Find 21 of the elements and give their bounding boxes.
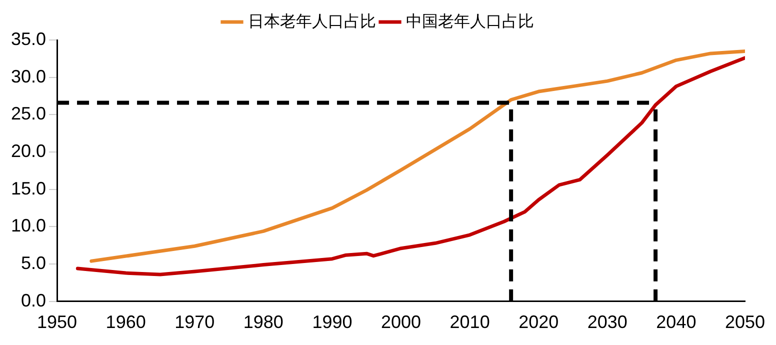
y-tick-label: 35.0	[10, 28, 46, 49]
x-tick-label: 2010	[450, 312, 490, 332]
y-tick-label: 15.0	[10, 178, 46, 198]
x-tick-label: 1990	[312, 312, 352, 332]
y-tick-label: 25.0	[10, 104, 46, 124]
x-tick-label: 2050	[724, 312, 765, 332]
legend-label: 中国老年人口占比	[406, 12, 534, 30]
y-tick-label: 5.0	[21, 253, 46, 274]
y-tick-label: 0.0	[21, 290, 46, 310]
x-tick-label: 2040	[656, 312, 696, 332]
legend-label: 日本老年人口占比	[248, 12, 376, 30]
y-tick-label: 10.0	[10, 216, 46, 236]
x-tick-label: 2000	[380, 312, 422, 332]
y-tick-label: 30.0	[10, 66, 46, 86]
x-tick-label: 2030	[587, 312, 628, 332]
x-tick-label: 1950	[37, 312, 78, 332]
y-tick-label: 20.0	[10, 140, 46, 161]
x-tick-label: 1980	[243, 312, 284, 332]
x-tick-label: 1970	[174, 312, 215, 332]
x-tick-label: 2020	[518, 312, 559, 332]
x-tick-label: 1960	[106, 312, 146, 332]
